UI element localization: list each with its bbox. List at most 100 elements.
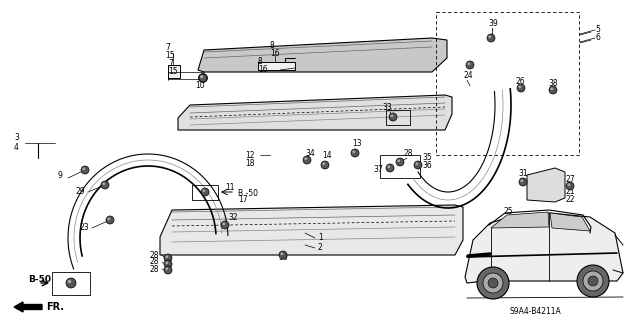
Polygon shape bbox=[550, 213, 590, 231]
Circle shape bbox=[566, 182, 574, 190]
Circle shape bbox=[279, 251, 287, 259]
Circle shape bbox=[321, 161, 329, 169]
Text: 25: 25 bbox=[503, 207, 513, 217]
Text: 36: 36 bbox=[422, 161, 432, 170]
Circle shape bbox=[165, 256, 168, 258]
FancyArrow shape bbox=[14, 302, 42, 312]
Polygon shape bbox=[198, 38, 447, 72]
Circle shape bbox=[200, 75, 204, 78]
Circle shape bbox=[108, 218, 110, 220]
Text: 8: 8 bbox=[258, 57, 263, 66]
Circle shape bbox=[577, 265, 609, 297]
Text: 15: 15 bbox=[168, 66, 178, 76]
Circle shape bbox=[386, 164, 394, 172]
Text: 14: 14 bbox=[322, 151, 332, 160]
Circle shape bbox=[487, 34, 495, 42]
Text: 12: 12 bbox=[245, 151, 255, 160]
Polygon shape bbox=[168, 65, 180, 78]
Polygon shape bbox=[491, 212, 549, 228]
Circle shape bbox=[353, 150, 355, 153]
Circle shape bbox=[389, 113, 397, 121]
Circle shape bbox=[390, 115, 393, 117]
Text: B-50: B-50 bbox=[28, 276, 51, 285]
Circle shape bbox=[81, 166, 89, 174]
Circle shape bbox=[280, 252, 284, 255]
Text: 31: 31 bbox=[518, 169, 527, 179]
Circle shape bbox=[200, 75, 204, 78]
Polygon shape bbox=[178, 95, 452, 130]
Text: 24: 24 bbox=[464, 71, 474, 80]
Text: 16: 16 bbox=[270, 49, 280, 58]
Circle shape bbox=[198, 73, 207, 83]
Text: 17: 17 bbox=[238, 196, 248, 204]
Polygon shape bbox=[160, 205, 463, 255]
Circle shape bbox=[520, 179, 523, 182]
Text: 22: 22 bbox=[566, 196, 575, 204]
Circle shape bbox=[202, 189, 205, 192]
Circle shape bbox=[387, 165, 390, 168]
Circle shape bbox=[467, 63, 470, 65]
Circle shape bbox=[415, 162, 418, 165]
Circle shape bbox=[305, 157, 307, 160]
Text: 15: 15 bbox=[165, 50, 175, 60]
Text: 28: 28 bbox=[403, 149, 413, 158]
Text: S9A4-B4211A: S9A4-B4211A bbox=[509, 308, 561, 316]
Text: 6: 6 bbox=[595, 33, 600, 42]
Circle shape bbox=[488, 35, 492, 38]
Circle shape bbox=[483, 273, 503, 293]
Circle shape bbox=[518, 85, 521, 88]
Circle shape bbox=[223, 222, 225, 225]
Text: 1: 1 bbox=[318, 234, 323, 242]
Text: 38: 38 bbox=[548, 78, 557, 87]
Text: 21: 21 bbox=[566, 188, 575, 197]
Circle shape bbox=[550, 87, 553, 90]
Circle shape bbox=[68, 280, 71, 283]
Text: 8: 8 bbox=[270, 41, 275, 50]
Polygon shape bbox=[465, 213, 623, 283]
Text: 13: 13 bbox=[352, 138, 362, 147]
Text: 4: 4 bbox=[14, 143, 19, 152]
Text: 28: 28 bbox=[150, 257, 159, 266]
Text: 5: 5 bbox=[595, 26, 600, 34]
Text: 28: 28 bbox=[150, 264, 159, 273]
Text: 7: 7 bbox=[165, 42, 170, 51]
Text: 26: 26 bbox=[516, 78, 525, 86]
Text: 16: 16 bbox=[258, 65, 268, 75]
Text: 2: 2 bbox=[318, 243, 323, 253]
Text: 34: 34 bbox=[305, 149, 315, 158]
Text: B -50: B -50 bbox=[238, 189, 258, 197]
Circle shape bbox=[102, 182, 105, 185]
Circle shape bbox=[568, 183, 570, 186]
Circle shape bbox=[519, 178, 527, 186]
Circle shape bbox=[414, 161, 422, 169]
Circle shape bbox=[221, 221, 229, 229]
Circle shape bbox=[351, 149, 359, 157]
Text: 32: 32 bbox=[228, 213, 237, 222]
Text: 9: 9 bbox=[58, 170, 63, 180]
Circle shape bbox=[199, 74, 207, 82]
Polygon shape bbox=[258, 62, 295, 70]
Circle shape bbox=[83, 167, 85, 170]
Circle shape bbox=[201, 188, 209, 196]
Text: 39: 39 bbox=[488, 19, 498, 28]
Text: 23: 23 bbox=[80, 224, 90, 233]
Circle shape bbox=[588, 276, 598, 286]
Circle shape bbox=[397, 160, 400, 162]
Circle shape bbox=[101, 181, 109, 189]
Circle shape bbox=[583, 271, 603, 291]
Polygon shape bbox=[527, 168, 565, 202]
Circle shape bbox=[164, 260, 172, 268]
Text: 33: 33 bbox=[382, 103, 392, 113]
Text: 37: 37 bbox=[373, 166, 383, 174]
Text: 29: 29 bbox=[76, 188, 86, 197]
Circle shape bbox=[106, 216, 114, 224]
Text: 27: 27 bbox=[566, 175, 575, 184]
Circle shape bbox=[303, 156, 311, 164]
Circle shape bbox=[396, 158, 404, 166]
Circle shape bbox=[66, 278, 76, 288]
Text: 28: 28 bbox=[150, 250, 159, 259]
Circle shape bbox=[165, 267, 168, 270]
Text: 7: 7 bbox=[168, 60, 173, 69]
Text: 30: 30 bbox=[278, 254, 288, 263]
Text: 3: 3 bbox=[14, 133, 19, 143]
